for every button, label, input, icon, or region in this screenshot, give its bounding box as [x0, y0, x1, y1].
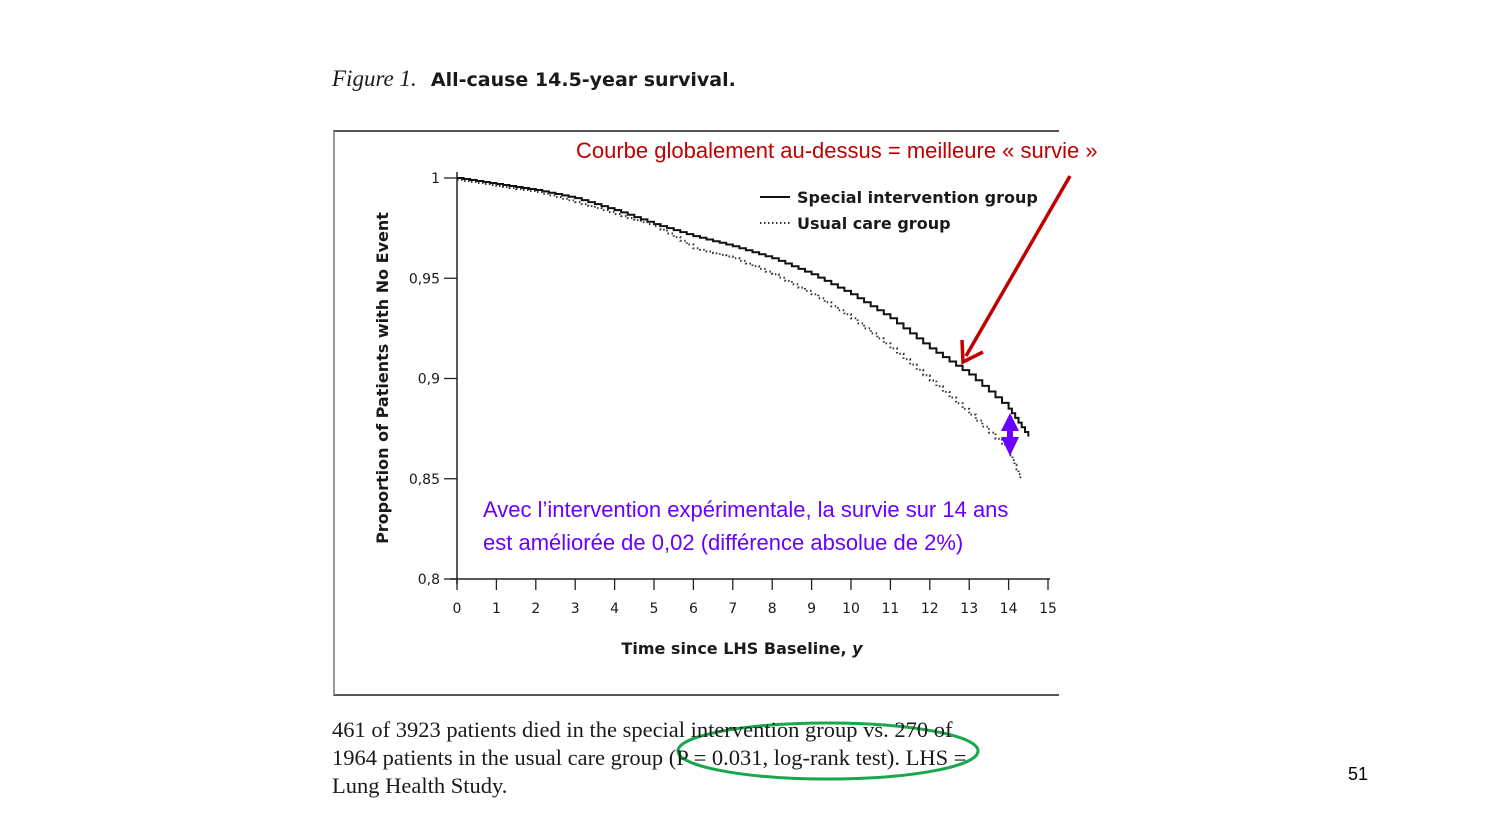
legend-usual: Usual care group: [797, 214, 951, 233]
y-axis-label: Proportion of Patients with No Event: [373, 212, 392, 544]
figure-caption: 461 of 3923 patients died in the special…: [332, 716, 1062, 800]
y-tick-label: 0,9: [418, 372, 440, 388]
y-tick-label: 0,85: [409, 472, 440, 488]
x-tick-label: 1: [492, 601, 501, 617]
page-number: 51: [1348, 764, 1369, 784]
x-tick-label: 15: [1039, 601, 1057, 617]
x-tick-label: 11: [881, 601, 899, 617]
figure-title-text: All-cause 14.5-year survival.: [430, 69, 736, 91]
x-tick-label: 6: [689, 601, 698, 617]
x-tick-label: 10: [842, 601, 860, 617]
axes: 0 1 2 3 4 5 6 7 8 9 10 11 12 13 14 15 0,80,850,90,951 T…: [373, 171, 1057, 658]
caption-line1: 461 of 3923 patients died in the special…: [332, 717, 953, 742]
x-tick-label: 14: [1000, 601, 1018, 617]
y-tick-label: 0,95: [409, 271, 440, 287]
x-tick-label: 0: [453, 601, 462, 617]
figure-number: Figure 1.: [332, 66, 417, 91]
x-tick-label: 12: [921, 601, 939, 617]
highlight-ellipse: [676, 721, 980, 781]
difference-note-line2: est améliorée de 0,02 (différence absolu…: [483, 530, 964, 555]
x-tick-label: 7: [728, 601, 737, 617]
legend-special: Special intervention group: [797, 188, 1038, 207]
x-tick-label: 13: [960, 601, 978, 617]
difference-note-line1: Avec l’intervention expérimentale, la su…: [483, 497, 1009, 522]
figure-title: Figure 1. All-cause 14.5-year survival.: [332, 66, 736, 92]
annotation-top-note: Courbe globalement au-dessus = meilleure…: [576, 138, 1098, 163]
x-tick-label: 2: [531, 601, 540, 617]
plot-frame: [333, 130, 1059, 696]
y-tick-label: 0,8: [418, 572, 440, 588]
x-ticks: 0 1 2 3 4 5 6 7 8 9 10 11 12 13 14 15: [453, 579, 1057, 617]
x-tick-label: 4: [610, 601, 619, 617]
y-ticks: 0,8 0,85 0,9 0,95 1: [409, 171, 457, 588]
annotation-difference-note: Avec l’intervention expérimentale, la su…: [483, 493, 1008, 559]
x-tick-label: 8: [768, 601, 777, 617]
double-arrow-icon: [1001, 413, 1019, 456]
legend: Special intervention group Usual care gr…: [760, 188, 1038, 233]
red-arrow-icon: [960, 175, 1072, 365]
x-tick-label: 3: [571, 601, 580, 617]
x-axis-label: Time since LHS Baseline, y: [621, 639, 863, 658]
x-tick-label: 5: [650, 601, 659, 617]
y-tick-label: 1: [431, 171, 440, 187]
caption-line3: Lung Health Study.: [332, 773, 508, 798]
caption-line2: 1964 patients in the usual care group (P…: [332, 745, 967, 770]
special-intervention-curve: [457, 177, 1030, 437]
x-tick-label: 9: [807, 601, 816, 617]
